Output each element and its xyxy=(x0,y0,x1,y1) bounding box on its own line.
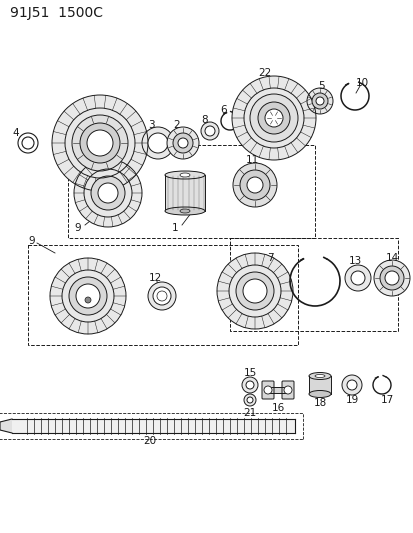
Text: 10: 10 xyxy=(355,78,368,88)
Circle shape xyxy=(173,133,192,153)
Circle shape xyxy=(315,97,323,105)
Circle shape xyxy=(247,177,262,193)
Circle shape xyxy=(283,386,291,394)
Text: 21: 21 xyxy=(243,408,256,418)
Text: 11: 11 xyxy=(245,155,258,165)
Circle shape xyxy=(243,394,255,406)
Circle shape xyxy=(231,76,315,160)
Text: 4: 4 xyxy=(13,128,19,138)
Text: 13: 13 xyxy=(347,256,361,266)
Circle shape xyxy=(346,380,356,390)
Circle shape xyxy=(249,94,297,142)
Circle shape xyxy=(166,127,199,159)
Circle shape xyxy=(147,133,168,153)
Circle shape xyxy=(153,287,171,305)
Ellipse shape xyxy=(165,207,204,215)
Circle shape xyxy=(87,130,113,156)
Circle shape xyxy=(341,375,361,395)
Circle shape xyxy=(22,137,34,149)
Text: 6: 6 xyxy=(220,105,227,115)
Circle shape xyxy=(263,386,271,394)
Text: 91J51  1500C: 91J51 1500C xyxy=(10,6,103,20)
Polygon shape xyxy=(0,419,12,433)
Circle shape xyxy=(245,381,254,389)
Text: 7: 7 xyxy=(266,253,273,263)
Text: 20: 20 xyxy=(143,436,156,446)
Text: 17: 17 xyxy=(380,395,393,405)
Circle shape xyxy=(178,138,188,148)
Text: 9: 9 xyxy=(28,236,35,246)
Circle shape xyxy=(242,377,257,393)
Circle shape xyxy=(85,297,91,303)
Circle shape xyxy=(142,127,173,159)
Bar xyxy=(308,376,330,394)
Text: 3: 3 xyxy=(147,120,154,130)
Text: 1: 1 xyxy=(171,223,178,233)
Text: 2: 2 xyxy=(173,120,180,130)
Circle shape xyxy=(74,159,142,227)
Circle shape xyxy=(344,265,370,291)
Ellipse shape xyxy=(180,173,190,177)
Circle shape xyxy=(247,397,252,403)
Circle shape xyxy=(379,266,403,290)
Text: 5: 5 xyxy=(318,81,325,91)
Circle shape xyxy=(384,271,398,285)
Circle shape xyxy=(264,109,282,127)
Circle shape xyxy=(204,126,214,136)
Circle shape xyxy=(240,170,269,200)
Text: 12: 12 xyxy=(148,273,161,283)
Circle shape xyxy=(18,133,38,153)
Circle shape xyxy=(98,183,118,203)
Circle shape xyxy=(52,95,147,191)
Text: 19: 19 xyxy=(344,395,358,405)
Circle shape xyxy=(72,115,128,171)
Circle shape xyxy=(69,277,107,315)
Text: 18: 18 xyxy=(313,398,326,408)
FancyBboxPatch shape xyxy=(281,381,293,399)
Circle shape xyxy=(147,282,176,310)
Ellipse shape xyxy=(314,375,324,377)
Circle shape xyxy=(235,272,273,310)
Bar xyxy=(12,419,294,433)
Circle shape xyxy=(373,260,409,296)
Text: 9: 9 xyxy=(74,223,81,233)
Circle shape xyxy=(76,284,100,308)
Circle shape xyxy=(233,163,276,207)
Ellipse shape xyxy=(165,171,204,179)
Circle shape xyxy=(91,176,125,210)
Ellipse shape xyxy=(308,391,330,398)
Circle shape xyxy=(306,88,332,114)
Text: 15: 15 xyxy=(243,368,256,378)
Circle shape xyxy=(350,271,364,285)
Circle shape xyxy=(311,93,327,109)
Text: 22: 22 xyxy=(258,68,271,78)
Text: 8: 8 xyxy=(201,115,208,125)
Text: 16: 16 xyxy=(271,403,284,413)
Circle shape xyxy=(157,291,166,301)
Ellipse shape xyxy=(180,209,190,213)
Circle shape xyxy=(201,122,218,140)
Circle shape xyxy=(216,253,292,329)
Circle shape xyxy=(50,258,126,334)
Bar xyxy=(267,387,287,393)
Circle shape xyxy=(80,123,120,163)
Bar xyxy=(165,175,204,211)
Circle shape xyxy=(242,279,266,303)
Ellipse shape xyxy=(308,373,330,379)
Text: 14: 14 xyxy=(385,253,398,263)
FancyBboxPatch shape xyxy=(261,381,273,399)
Circle shape xyxy=(257,102,289,134)
